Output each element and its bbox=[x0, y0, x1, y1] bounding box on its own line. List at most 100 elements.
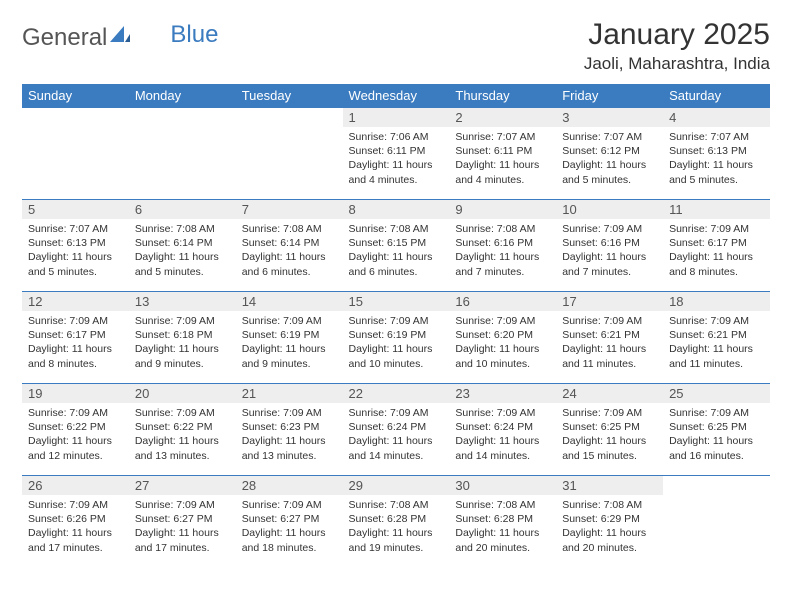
calendar-day-cell: 26Sunrise: 7:09 AMSunset: 6:26 PMDayligh… bbox=[22, 476, 129, 568]
day-number: 11 bbox=[663, 200, 770, 219]
day-details: Sunrise: 7:09 AMSunset: 6:21 PMDaylight:… bbox=[663, 311, 770, 375]
day-number: 10 bbox=[556, 200, 663, 219]
day-details: Sunrise: 7:07 AMSunset: 6:13 PMDaylight:… bbox=[663, 127, 770, 191]
daylight-text: Daylight: 11 hours and 6 minutes. bbox=[242, 250, 337, 278]
sunrise-text: Sunrise: 7:09 AM bbox=[562, 314, 657, 328]
day-number: 21 bbox=[236, 384, 343, 403]
sunrise-text: Sunrise: 7:09 AM bbox=[455, 406, 550, 420]
sunrise-text: Sunrise: 7:09 AM bbox=[135, 406, 230, 420]
sunrise-text: Sunrise: 7:09 AM bbox=[28, 498, 123, 512]
sunrise-text: Sunrise: 7:08 AM bbox=[135, 222, 230, 236]
day-number: 28 bbox=[236, 476, 343, 495]
day-details: Sunrise: 7:09 AMSunset: 6:22 PMDaylight:… bbox=[22, 403, 129, 467]
daylight-text: Daylight: 11 hours and 4 minutes. bbox=[349, 158, 444, 186]
calendar-week-row: 26Sunrise: 7:09 AMSunset: 6:26 PMDayligh… bbox=[22, 476, 770, 568]
calendar-day-cell: .. bbox=[129, 108, 236, 200]
calendar-day-cell: 17Sunrise: 7:09 AMSunset: 6:21 PMDayligh… bbox=[556, 292, 663, 384]
sunset-text: Sunset: 6:27 PM bbox=[242, 512, 337, 526]
logo: General Blue bbox=[22, 18, 218, 52]
day-number: 2 bbox=[449, 108, 556, 127]
sunrise-text: Sunrise: 7:09 AM bbox=[562, 222, 657, 236]
calendar-day-cell: 20Sunrise: 7:09 AMSunset: 6:22 PMDayligh… bbox=[129, 384, 236, 476]
daylight-text: Daylight: 11 hours and 5 minutes. bbox=[135, 250, 230, 278]
day-details: Sunrise: 7:09 AMSunset: 6:27 PMDaylight:… bbox=[129, 495, 236, 559]
sunset-text: Sunset: 6:25 PM bbox=[669, 420, 764, 434]
sunset-text: Sunset: 6:22 PM bbox=[28, 420, 123, 434]
daylight-text: Daylight: 11 hours and 8 minutes. bbox=[28, 342, 123, 370]
calendar-day-cell: 9Sunrise: 7:08 AMSunset: 6:16 PMDaylight… bbox=[449, 200, 556, 292]
calendar-day-cell: .. bbox=[236, 108, 343, 200]
calendar-day-cell: 5Sunrise: 7:07 AMSunset: 6:13 PMDaylight… bbox=[22, 200, 129, 292]
sunset-text: Sunset: 6:16 PM bbox=[562, 236, 657, 250]
sunrise-text: Sunrise: 7:09 AM bbox=[242, 406, 337, 420]
day-number: 14 bbox=[236, 292, 343, 311]
day-header: Thursday bbox=[449, 84, 556, 108]
daylight-text: Daylight: 11 hours and 14 minutes. bbox=[455, 434, 550, 462]
calendar-day-cell: 16 Sunrise: 7:09 AMSunset: 6:20 PMDayligh… bbox=[449, 292, 556, 384]
calendar-day-cell: 15Sunrise: 7:09 AMSunset: 6:19 PMDayligh… bbox=[343, 292, 450, 384]
calendar-day-cell: 30Sunrise: 7:08 AMSunset: 6:28 PMDayligh… bbox=[449, 476, 556, 568]
day-number: 31 bbox=[556, 476, 663, 495]
day-number: 17 bbox=[556, 292, 663, 311]
calendar-week-row: 12Sunrise: 7:09 AMSunset: 6:17 PMDayligh… bbox=[22, 292, 770, 384]
day-details: Sunrise: 7:09 AMSunset: 6:17 PMDaylight:… bbox=[663, 219, 770, 283]
day-header: Tuesday bbox=[236, 84, 343, 108]
sunset-text: Sunset: 6:27 PM bbox=[135, 512, 230, 526]
calendar-day-cell: .. bbox=[22, 108, 129, 200]
sunset-text: Sunset: 6:26 PM bbox=[28, 512, 123, 526]
day-details: Sunrise: 7:09 AMSunset: 6:27 PMDaylight:… bbox=[236, 495, 343, 559]
calendar-day-cell: 10Sunrise: 7:09 AMSunset: 6:16 PMDayligh… bbox=[556, 200, 663, 292]
sunset-text: Sunset: 6:21 PM bbox=[669, 328, 764, 342]
day-details: Sunrise: 7:08 AMSunset: 6:29 PMDaylight:… bbox=[556, 495, 663, 559]
day-details: Sunrise: 7:07 AMSunset: 6:13 PMDaylight:… bbox=[22, 219, 129, 283]
daylight-text: Daylight: 11 hours and 11 minutes. bbox=[562, 342, 657, 370]
day-details: Sunrise: 7:08 AMSunset: 6:14 PMDaylight:… bbox=[236, 219, 343, 283]
calendar-day-cell: 1Sunrise: 7:06 AMSunset: 6:11 PMDaylight… bbox=[343, 108, 450, 200]
sunrise-text: Sunrise: 7:09 AM bbox=[242, 314, 337, 328]
day-details: Sunrise: 7:09 AMSunset: 6:19 PMDaylight:… bbox=[343, 311, 450, 375]
daylight-text: Daylight: 11 hours and 20 minutes. bbox=[455, 526, 550, 554]
day-header-row: Sunday Monday Tuesday Wednesday Thursday… bbox=[22, 84, 770, 108]
daylight-text: Daylight: 11 hours and 10 minutes. bbox=[349, 342, 444, 370]
day-number: 13 bbox=[129, 292, 236, 311]
sunset-text: Sunset: 6:14 PM bbox=[135, 236, 230, 250]
calendar-day-cell: 18Sunrise: 7:09 AMSunset: 6:21 PMDayligh… bbox=[663, 292, 770, 384]
calendar-week-row: 5Sunrise: 7:07 AMSunset: 6:13 PMDaylight… bbox=[22, 200, 770, 292]
sunset-text: Sunset: 6:17 PM bbox=[28, 328, 123, 342]
calendar-day-cell: 23Sunrise: 7:09 AMSunset: 6:24 PMDayligh… bbox=[449, 384, 556, 476]
sunrise-text: Sunrise: 7:06 AM bbox=[349, 130, 444, 144]
day-number: 27 bbox=[129, 476, 236, 495]
sunset-text: Sunset: 6:20 PM bbox=[455, 328, 550, 342]
sunrise-text: Sunrise: 7:07 AM bbox=[28, 222, 123, 236]
sunset-text: Sunset: 6:14 PM bbox=[242, 236, 337, 250]
calendar-day-cell: 3Sunrise: 7:07 AMSunset: 6:12 PMDaylight… bbox=[556, 108, 663, 200]
sunrise-text: Sunrise: 7:09 AM bbox=[242, 498, 337, 512]
day-number: 16 bbox=[449, 292, 556, 311]
location-text: Jaoli, Maharashtra, India bbox=[584, 54, 770, 74]
day-details: Sunrise: 7:08 AMSunset: 6:14 PMDaylight:… bbox=[129, 219, 236, 283]
sunrise-text: Sunrise: 7:09 AM bbox=[669, 222, 764, 236]
sunset-text: Sunset: 6:13 PM bbox=[669, 144, 764, 158]
day-number: 18 bbox=[663, 292, 770, 311]
sunrise-text: Sunrise: 7:09 AM bbox=[455, 314, 550, 328]
calendar-week-row: ......1Sunrise: 7:06 AMSunset: 6:11 PMDa… bbox=[22, 108, 770, 200]
daylight-text: Daylight: 11 hours and 17 minutes. bbox=[28, 526, 123, 554]
calendar-table: Sunday Monday Tuesday Wednesday Thursday… bbox=[22, 84, 770, 568]
logo-text-blue: Blue bbox=[170, 21, 218, 49]
sunset-text: Sunset: 6:11 PM bbox=[455, 144, 550, 158]
daylight-text: Daylight: 11 hours and 13 minutes. bbox=[135, 434, 230, 462]
daylight-text: Daylight: 11 hours and 10 minutes. bbox=[455, 342, 550, 370]
title-block: January 2025 Jaoli, Maharashtra, India bbox=[584, 18, 770, 74]
daylight-text: Daylight: 11 hours and 9 minutes. bbox=[135, 342, 230, 370]
sunset-text: Sunset: 6:24 PM bbox=[455, 420, 550, 434]
calendar-day-cell: 6Sunrise: 7:08 AMSunset: 6:14 PMDaylight… bbox=[129, 200, 236, 292]
daylight-text: Daylight: 11 hours and 12 minutes. bbox=[28, 434, 123, 462]
day-details: Sunrise: 7:09 AMSunset: 6:23 PMDaylight:… bbox=[236, 403, 343, 467]
logo-text-general: General bbox=[22, 24, 107, 52]
daylight-text: Daylight: 11 hours and 4 minutes. bbox=[455, 158, 550, 186]
calendar-day-cell: 19Sunrise: 7:09 AMSunset: 6:22 PMDayligh… bbox=[22, 384, 129, 476]
day-header: Monday bbox=[129, 84, 236, 108]
calendar-day-cell: 28Sunrise: 7:09 AMSunset: 6:27 PMDayligh… bbox=[236, 476, 343, 568]
calendar-day-cell: 8Sunrise: 7:08 AMSunset: 6:15 PMDaylight… bbox=[343, 200, 450, 292]
day-number: 30 bbox=[449, 476, 556, 495]
